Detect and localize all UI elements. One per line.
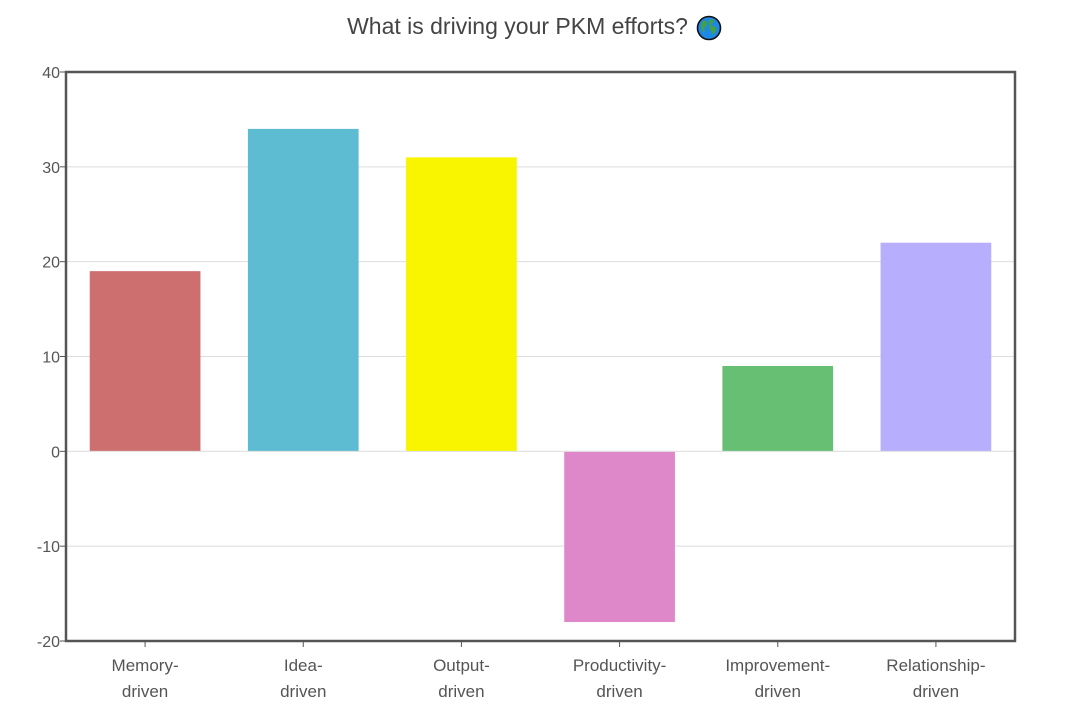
bar bbox=[89, 271, 201, 452]
bar bbox=[406, 157, 517, 452]
chart-title: What is driving your PKM efforts? bbox=[0, 10, 1069, 42]
y-tick-label: -20 bbox=[37, 634, 60, 651]
bars bbox=[89, 128, 992, 623]
y-tick-label: -10 bbox=[37, 539, 60, 556]
x-tick-label: driven bbox=[438, 682, 484, 701]
x-tick-label: Memory- bbox=[112, 656, 179, 675]
x-tick-label: Idea- bbox=[284, 656, 323, 675]
x-tick-label: driven bbox=[596, 682, 642, 701]
x-tick-label: Relationship- bbox=[886, 656, 985, 675]
axes bbox=[60, 70, 1017, 647]
y-tick-label: 0 bbox=[51, 444, 60, 461]
bar bbox=[564, 451, 675, 623]
y-tick-label: 30 bbox=[42, 160, 60, 177]
y-tick-label: 10 bbox=[42, 350, 60, 367]
bar bbox=[722, 365, 834, 452]
x-tick-label: driven bbox=[755, 682, 801, 701]
x-tick-label: Productivity- bbox=[573, 656, 667, 675]
x-tick-label: driven bbox=[913, 682, 959, 701]
x-tick-label: driven bbox=[280, 682, 326, 701]
x-tick-label: driven bbox=[122, 682, 168, 701]
x-tick-label: Improvement- bbox=[725, 656, 830, 675]
globe-icon bbox=[696, 15, 722, 41]
y-tick-label: 40 bbox=[42, 65, 60, 82]
plot-frame bbox=[64, 70, 1017, 643]
chart-title-text: What is driving your PKM efforts? bbox=[347, 13, 688, 39]
labels: 40 30 20 10 0 -10 -20 Memory-driven Idea-driven O… bbox=[37, 65, 986, 701]
bar bbox=[880, 242, 992, 452]
grid-lines bbox=[66, 71, 1015, 642]
bar bbox=[247, 128, 359, 452]
y-tick-label: 20 bbox=[42, 255, 60, 272]
x-tick-label: Output- bbox=[433, 656, 490, 675]
